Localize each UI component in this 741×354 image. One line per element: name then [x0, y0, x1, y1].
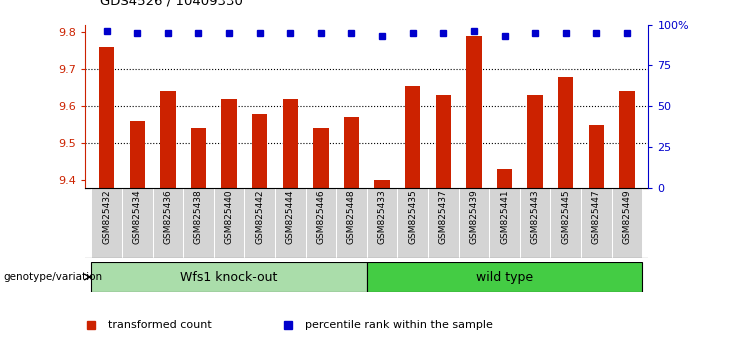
- Bar: [91, 262, 367, 292]
- Bar: [497, 169, 512, 188]
- Bar: [588, 125, 604, 188]
- Text: GSM825432: GSM825432: [102, 190, 111, 244]
- Bar: [305, 188, 336, 258]
- Text: GSM825449: GSM825449: [622, 190, 631, 244]
- Text: GSM825446: GSM825446: [316, 190, 325, 244]
- Bar: [252, 114, 268, 188]
- Text: GDS4526 / 10409330: GDS4526 / 10409330: [100, 0, 243, 7]
- Bar: [153, 188, 183, 258]
- Bar: [405, 86, 420, 188]
- Text: GSM825440: GSM825440: [225, 190, 233, 244]
- Bar: [275, 188, 305, 258]
- Bar: [374, 180, 390, 188]
- Text: GSM825448: GSM825448: [347, 190, 356, 244]
- Bar: [489, 188, 520, 258]
- Text: Wfs1 knock-out: Wfs1 knock-out: [180, 270, 278, 284]
- Bar: [130, 121, 145, 188]
- Text: GSM825435: GSM825435: [408, 190, 417, 245]
- Text: wild type: wild type: [476, 270, 533, 284]
- Text: GSM825433: GSM825433: [378, 190, 387, 245]
- Bar: [213, 188, 245, 258]
- Text: GSM825443: GSM825443: [531, 190, 539, 244]
- Bar: [336, 188, 367, 258]
- Text: GSM825447: GSM825447: [592, 190, 601, 244]
- Bar: [191, 129, 206, 188]
- Bar: [619, 91, 634, 188]
- Bar: [551, 188, 581, 258]
- Text: GSM825441: GSM825441: [500, 190, 509, 244]
- Text: GSM825442: GSM825442: [255, 190, 265, 244]
- Text: GSM825445: GSM825445: [561, 190, 571, 244]
- Bar: [436, 95, 451, 188]
- Bar: [245, 188, 275, 258]
- Bar: [344, 117, 359, 188]
- Bar: [122, 188, 153, 258]
- Bar: [528, 95, 542, 188]
- Bar: [611, 188, 642, 258]
- Bar: [581, 188, 611, 258]
- Bar: [160, 91, 176, 188]
- Bar: [183, 188, 213, 258]
- Bar: [313, 129, 328, 188]
- Bar: [397, 188, 428, 258]
- Bar: [99, 47, 114, 188]
- Text: percentile rank within the sample: percentile rank within the sample: [305, 320, 493, 330]
- Bar: [558, 76, 574, 188]
- Text: GSM825436: GSM825436: [163, 190, 173, 245]
- Bar: [367, 188, 397, 258]
- Text: GSM825434: GSM825434: [133, 190, 142, 244]
- Bar: [222, 99, 236, 188]
- Text: GSM825444: GSM825444: [286, 190, 295, 244]
- Text: transformed count: transformed count: [107, 320, 211, 330]
- Bar: [466, 36, 482, 188]
- Bar: [520, 188, 551, 258]
- Bar: [367, 262, 642, 292]
- Text: GSM825437: GSM825437: [439, 190, 448, 245]
- Text: genotype/variation: genotype/variation: [4, 272, 103, 282]
- Bar: [459, 188, 489, 258]
- Bar: [428, 188, 459, 258]
- Bar: [282, 99, 298, 188]
- Bar: [91, 188, 122, 258]
- Text: GSM825438: GSM825438: [194, 190, 203, 245]
- Text: GSM825439: GSM825439: [469, 190, 479, 245]
